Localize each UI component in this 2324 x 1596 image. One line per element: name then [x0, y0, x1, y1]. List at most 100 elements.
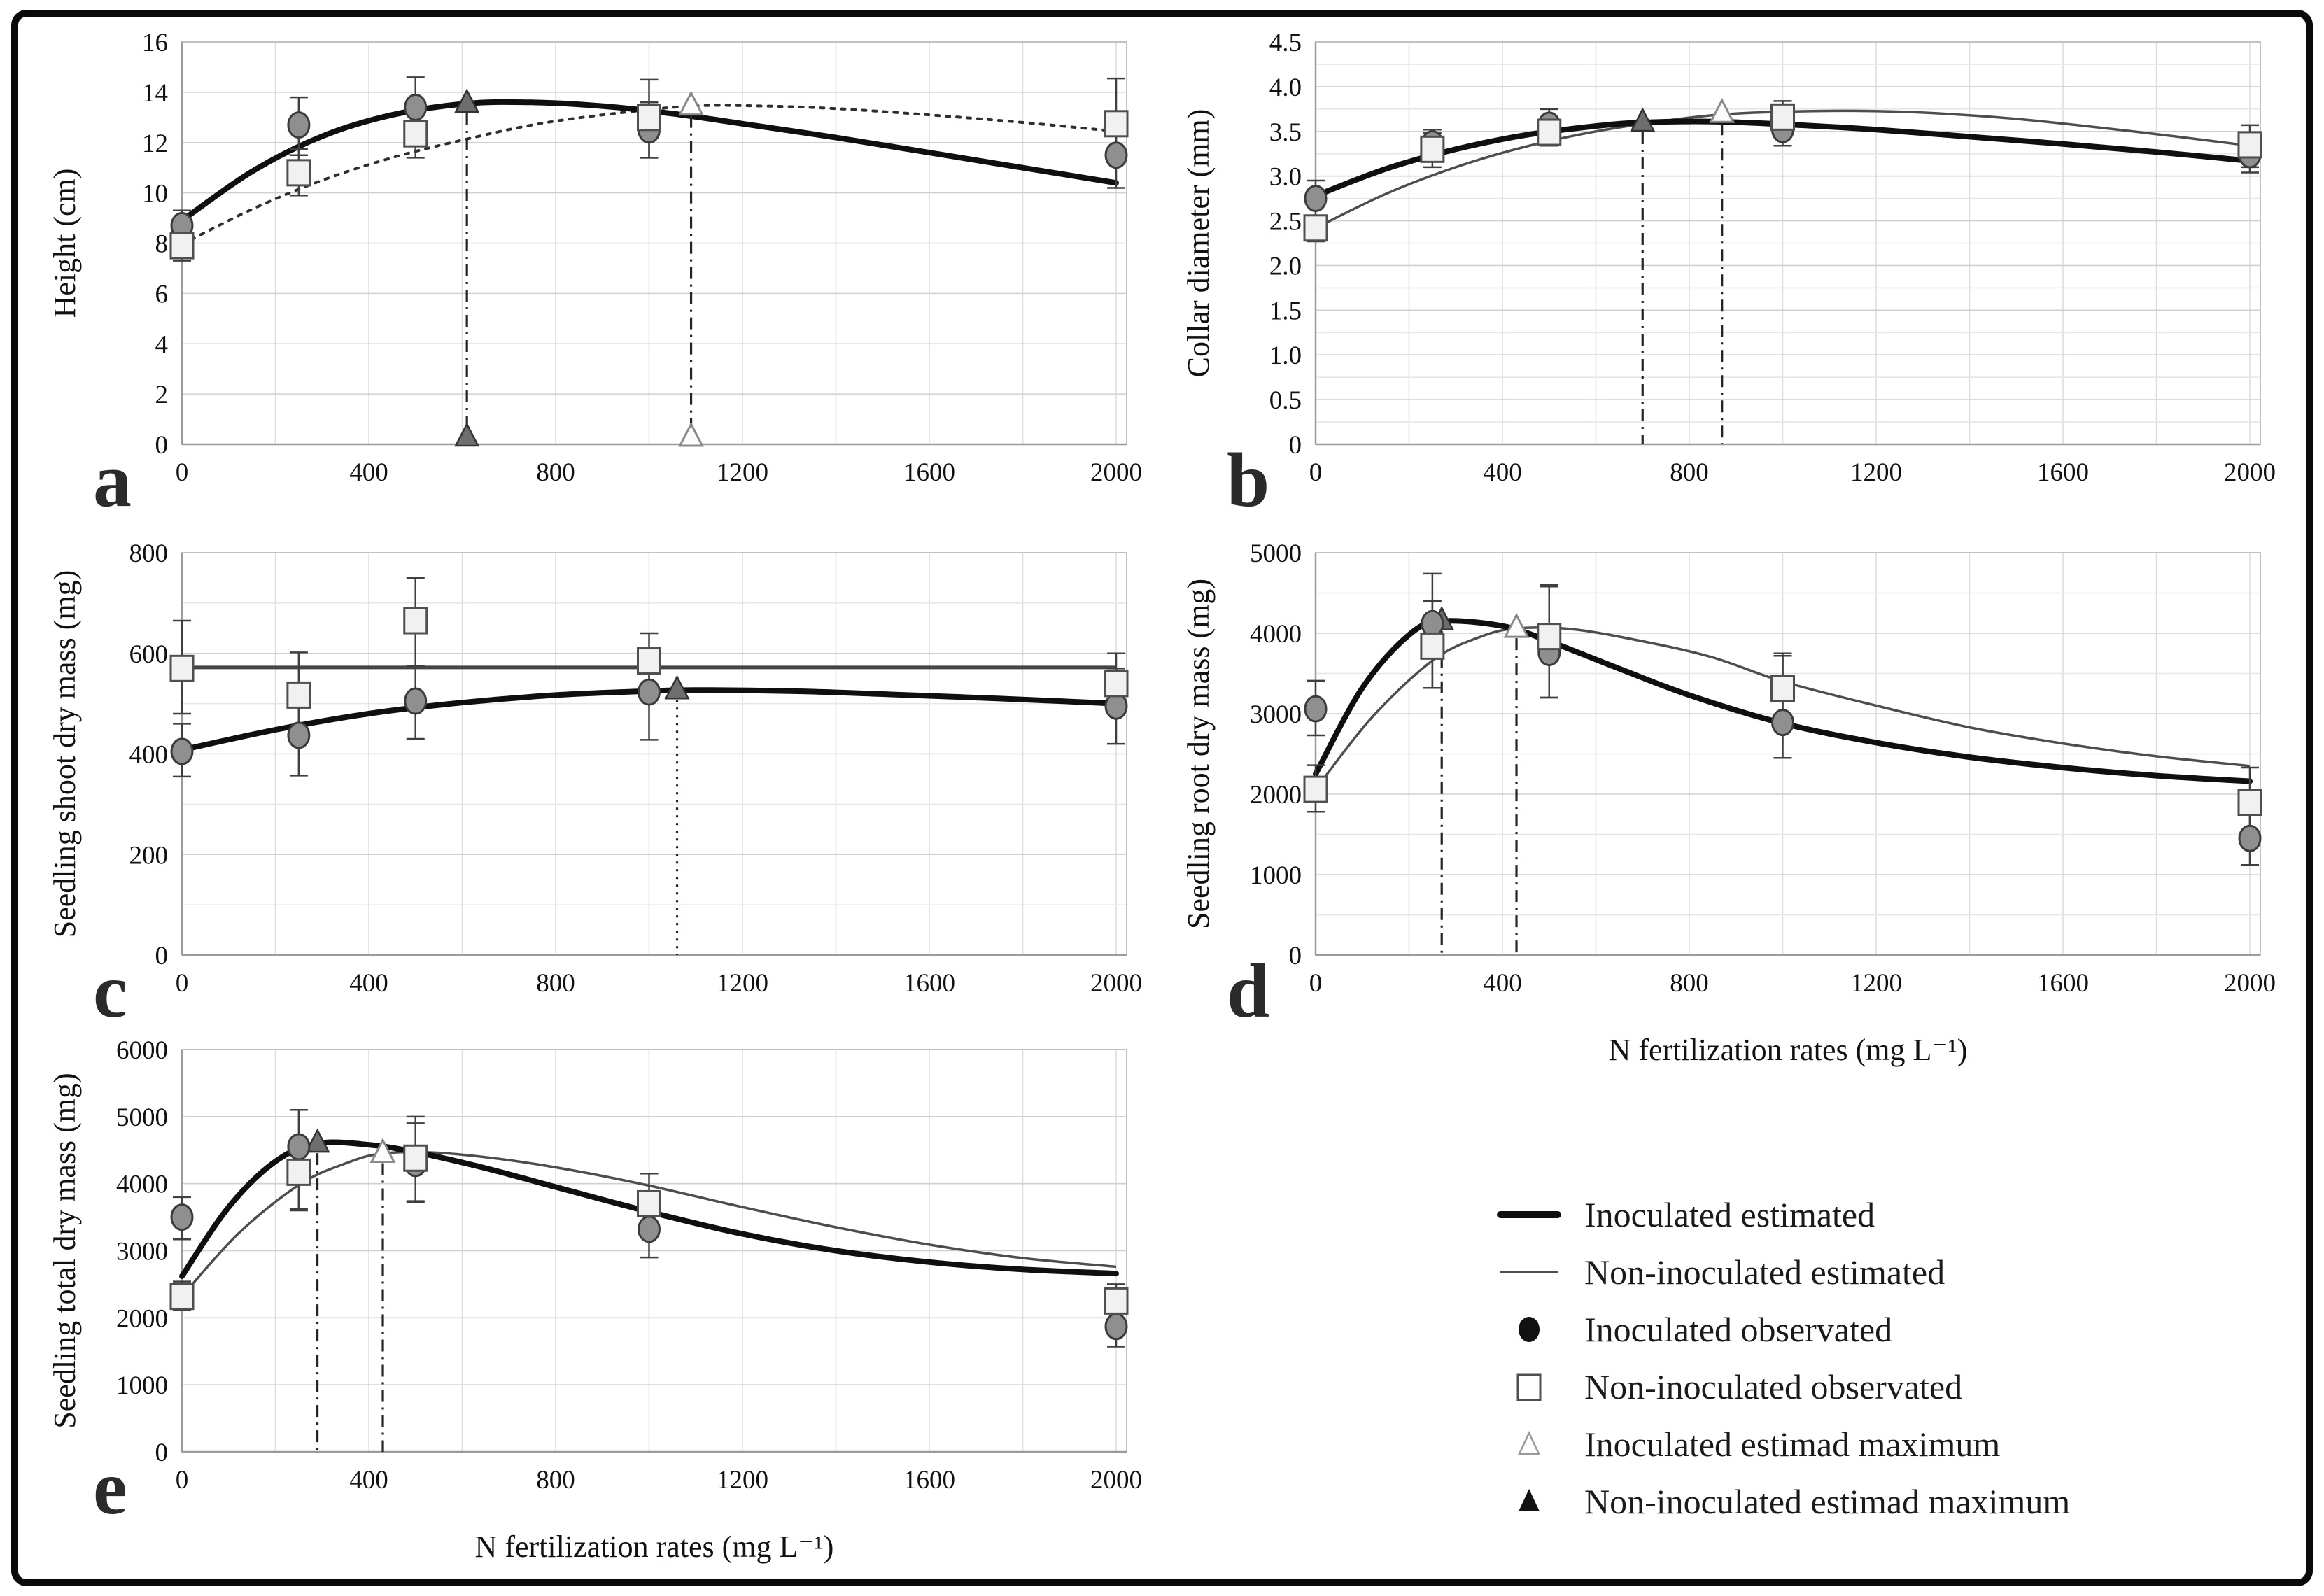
- panel-letter-d: d: [1227, 948, 1269, 1033]
- svg-text:3000: 3000: [1250, 700, 1302, 729]
- non-inoculated-observed-point: [286, 159, 311, 187]
- non-inoculated-observed-point: [403, 1144, 428, 1172]
- gridlines: [182, 1049, 1127, 1452]
- svg-text:0.5: 0.5: [1269, 386, 1302, 415]
- svg-text:0: 0: [1289, 942, 1302, 970]
- svg-text:4.0: 4.0: [1269, 73, 1302, 102]
- svg-text:8: 8: [155, 230, 169, 259]
- non-inoculated-observed-point: [1420, 135, 1445, 163]
- chart-root-dry-mass: 0 1000 2000 3000 4000 5000 0 400 800 1200 1600 2000…: [1165, 528, 2299, 1088]
- svg-text:400: 400: [349, 458, 388, 487]
- inoculated-estimated-maximum-marker: [1709, 97, 1735, 123]
- legend-item: Non-inoculated estimated: [1491, 1247, 2302, 1297]
- svg-text:0: 0: [155, 1439, 169, 1467]
- filled-circle-icon: [1519, 1317, 1540, 1342]
- inoculated-observed-point: [1771, 709, 1794, 737]
- legend-item: Non-inoculated observated: [1491, 1362, 2302, 1412]
- thick-line-icon: [1497, 1211, 1561, 1218]
- chart-height: 0 2 4 6 8 10 12 14 16 0 400 800 1200 1600 2000 Height (…: [31, 17, 1165, 507]
- chart-a-svg: 0 2 4 6 8 10 12 14 16 0 400 800 1200 1600 2000 Height (…: [48, 29, 1142, 507]
- svg-text:4000: 4000: [1250, 620, 1302, 649]
- non-inoculated-observed-point: [1104, 110, 1129, 138]
- figure-border: [11, 10, 2313, 1586]
- gridlines: [1316, 41, 2260, 444]
- thin-line-icon: [1500, 1271, 1558, 1273]
- inoculated-observed-point: [287, 721, 311, 749]
- svg-text:4: 4: [155, 330, 169, 359]
- y-axis-title: Collar diameter (mm): [1181, 109, 1216, 378]
- non-inoculated-observed-point: [1303, 775, 1328, 803]
- svg-text:600: 600: [129, 640, 169, 669]
- non-inoculated-estimated-maximum-marker: [454, 88, 480, 113]
- svg-text:400: 400: [129, 741, 169, 770]
- tick-labels: 0 1000 2000 3000 4000 5000 6000 0 400 800 1200 1600…: [116, 1036, 1142, 1495]
- svg-text:400: 400: [349, 1466, 388, 1495]
- chart-b-svg: 0 0.5 1.0 1.5 2.0 2.5 3.0 3.5 4.0 4.5 0 400 800 1200 1…: [1181, 29, 2276, 507]
- non-inoculated-observed-point: [286, 681, 311, 709]
- non-inoculated-estimated-maximum-marker: [304, 1128, 330, 1153]
- svg-text:400: 400: [1483, 458, 1522, 487]
- inoculated-observed-point: [287, 111, 311, 139]
- svg-text:0: 0: [155, 431, 169, 460]
- non-inoculated-estimated-maximum-marker: [664, 675, 690, 700]
- svg-text:2000: 2000: [1250, 781, 1302, 810]
- chart-c-svg: 0 200 400 600 800 0 400 800 1200 1600 2000 Seedling…: [48, 539, 1143, 1018]
- inoculated-observed-point: [170, 737, 194, 765]
- inoculated-estimated-maximum-marker: [678, 90, 705, 116]
- open-triangle-icon: [1517, 1430, 1541, 1455]
- non-inoculated-estimated-curve: [1315, 109, 2251, 229]
- svg-text:1600: 1600: [903, 969, 955, 998]
- tick-labels: 0 0.5 1.0 1.5 2.0 2.5 3.0 3.5 4.0 4.5 0 400 800 1200 1…: [1269, 29, 2276, 487]
- observed-points: [169, 93, 1129, 260]
- inoculated-observed-point: [1104, 692, 1128, 720]
- svg-text:0: 0: [155, 942, 169, 970]
- non-inoculated-observed-point: [1104, 1287, 1129, 1315]
- svg-text:2.5: 2.5: [1269, 208, 1302, 236]
- inoculated-estimated-curve: [1313, 618, 2253, 784]
- svg-text:200: 200: [129, 841, 169, 870]
- y-axis-title: Seedling total dry mass (mg): [48, 1073, 82, 1428]
- inoculated-estimated-maximum-marker: [369, 1138, 396, 1164]
- chart-collar-diameter: 0 0.5 1.0 1.5 2.0 2.5 3.0 3.5 4.0 4.5 0 400 800 1200 1…: [1165, 17, 2299, 507]
- svg-text:3.0: 3.0: [1269, 163, 1302, 192]
- inoculated-estimated-curve: [179, 99, 1119, 224]
- inoculated-estimated-maximum-marker: [1503, 612, 1530, 638]
- observed-points: [169, 607, 1129, 765]
- svg-text:400: 400: [349, 969, 388, 998]
- svg-text:800: 800: [536, 969, 575, 998]
- non-inoculated-observed-point: [1420, 632, 1445, 660]
- maximum-axis-marker: [454, 422, 480, 447]
- inoculated-observed-point: [638, 1215, 661, 1243]
- estimated-maxima: [304, 1128, 396, 1452]
- svg-text:0: 0: [1309, 969, 1323, 998]
- legend-item-label: Inoculated estimad maximum: [1584, 1425, 2001, 1464]
- svg-text:14: 14: [142, 79, 168, 108]
- legend: Inoculated estimated Non-inoculated estim…: [1491, 1189, 2302, 1527]
- y-axis-title: Seedling root dry mass (mg): [1181, 579, 1216, 929]
- legend-item: Non-inoculated estimad maximum: [1491, 1476, 2302, 1527]
- svg-text:800: 800: [1670, 969, 1709, 998]
- svg-text:4000: 4000: [116, 1171, 168, 1199]
- legend-item-label: Non-inoculated estimad maximum: [1584, 1482, 2071, 1521]
- svg-text:1600: 1600: [903, 1466, 955, 1495]
- tick-labels: 0 200 400 600 800 0 400 800 1200 1600 2000: [129, 539, 1143, 998]
- x-axis-title: N fertilization rates (mg L⁻¹): [475, 1530, 834, 1564]
- non-inoculated-estimated-maximum-marker: [1630, 107, 1656, 132]
- chart-e-svg: 0 1000 2000 3000 4000 5000 6000 0 400 800 1200 1600…: [48, 1036, 1142, 1564]
- svg-text:800: 800: [536, 458, 575, 487]
- svg-text:1600: 1600: [2037, 969, 2089, 998]
- chart-shoot-dry-mass: 0 200 400 600 800 0 400 800 1200 1600 2000 Seedling…: [31, 528, 1165, 1018]
- inoculated-observed-point: [170, 1203, 194, 1231]
- svg-text:2000: 2000: [2224, 458, 2276, 487]
- inoculated-observed-point: [1104, 141, 1128, 169]
- gridlines: [182, 552, 1127, 955]
- svg-text:4.5: 4.5: [1269, 29, 1302, 57]
- svg-text:2000: 2000: [2224, 969, 2276, 998]
- panel-letter-c: c: [93, 948, 127, 1018]
- legend-item-label: Non-inoculated observated: [1584, 1367, 1963, 1406]
- svg-text:800: 800: [129, 539, 169, 568]
- non-inoculated-observed-point: [1303, 214, 1328, 242]
- svg-text:1200: 1200: [1850, 458, 1902, 487]
- inoculated-observed-point: [1104, 1313, 1128, 1341]
- non-inoculated-observed-point: [637, 104, 661, 132]
